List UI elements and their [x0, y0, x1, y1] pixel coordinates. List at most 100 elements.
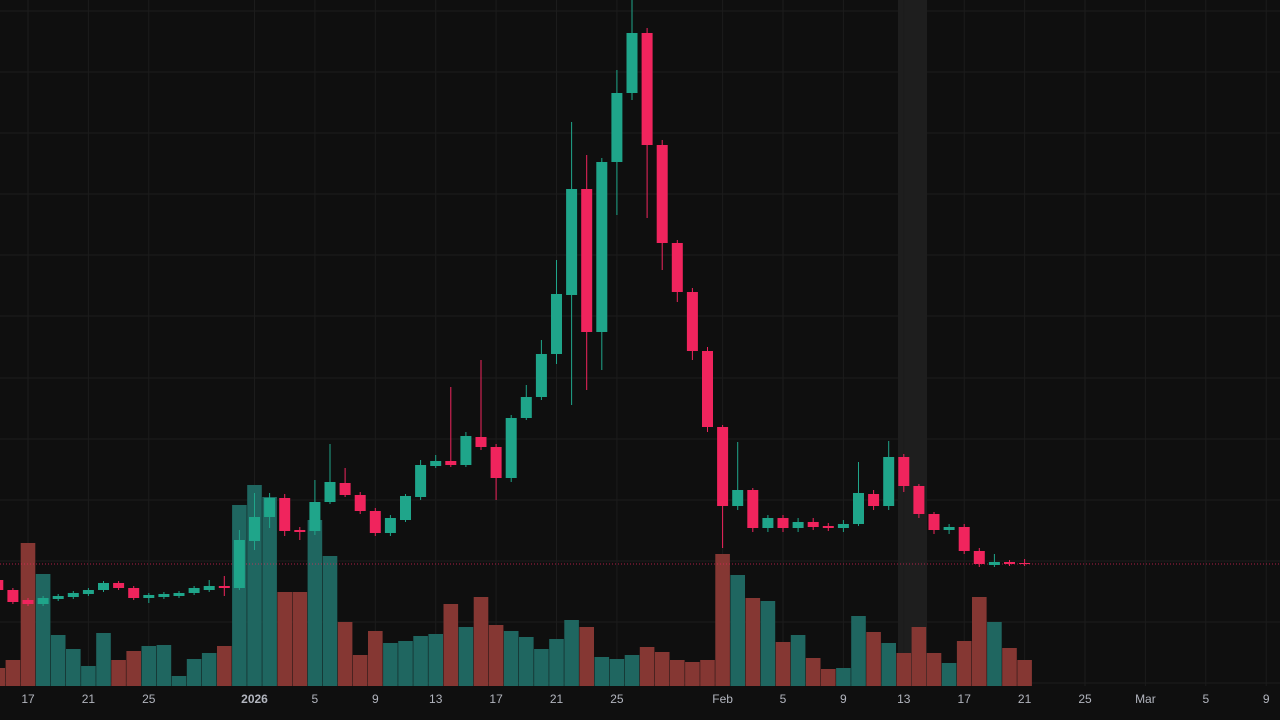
volume-bar — [821, 669, 836, 686]
candle-body — [264, 498, 276, 517]
x-tick-label: 17 — [489, 692, 503, 706]
candle-body — [203, 586, 215, 590]
candle-body — [686, 292, 698, 351]
candle-body — [233, 540, 245, 588]
volume-bar — [171, 676, 187, 686]
volume-bar — [428, 634, 443, 686]
candle-body — [249, 517, 260, 541]
candle-body — [717, 427, 729, 506]
candle-body — [0, 580, 4, 590]
volume-bar — [790, 635, 806, 686]
candle-body — [173, 593, 185, 596]
x-tick-label: 21 — [550, 692, 564, 706]
volume-bar — [473, 597, 489, 686]
volume-bar — [398, 641, 413, 686]
candle-body — [520, 397, 532, 418]
candle-body — [611, 93, 623, 162]
candle-body — [505, 418, 517, 478]
candles — [0, 0, 1031, 606]
candle-body — [279, 498, 291, 531]
volume-bar — [579, 627, 594, 686]
x-tick-label: 21 — [82, 692, 96, 706]
x-tick-label: 2026 — [241, 692, 268, 706]
candle-body — [807, 522, 819, 527]
volume-bar — [956, 641, 972, 686]
volume-bar — [5, 660, 21, 686]
candle-body — [566, 189, 578, 295]
volume-bar — [292, 592, 308, 686]
volume-bar — [186, 659, 202, 686]
x-tick-label: 9 — [1263, 692, 1270, 706]
volume-bar — [0, 668, 6, 686]
volume-bar — [322, 556, 338, 686]
candle-body — [460, 436, 472, 465]
volume-bar — [383, 643, 398, 686]
volume-bar — [700, 660, 715, 686]
volume-bar — [368, 631, 383, 686]
candle-body — [898, 457, 910, 486]
volume-bar — [987, 622, 1002, 686]
x-tick-label: 25 — [142, 692, 156, 706]
volume-bar — [639, 647, 655, 686]
x-tick-label: 9 — [372, 692, 379, 706]
candle-body — [37, 598, 49, 604]
candle-body — [22, 600, 34, 604]
candle-body — [7, 590, 19, 602]
volume-bar — [730, 575, 745, 686]
x-tick-label: 25 — [610, 692, 624, 706]
x-tick-label: 13 — [429, 692, 443, 706]
candle-body — [430, 461, 442, 466]
candle-body — [535, 354, 547, 397]
candle-body — [626, 33, 638, 93]
x-tick-label: 5 — [780, 692, 787, 706]
volume-bar — [609, 659, 625, 686]
volume-bar — [775, 642, 791, 686]
candle-body — [671, 243, 683, 292]
volume-bar — [307, 520, 323, 686]
candle-body — [218, 586, 230, 588]
volume-bar — [337, 622, 353, 686]
candle-body — [958, 527, 970, 551]
volume-bar — [413, 636, 428, 686]
candle-body — [762, 518, 774, 528]
volume-bar — [111, 660, 126, 686]
candle-body — [641, 33, 653, 145]
volume-bar — [549, 639, 564, 686]
volume-bar — [66, 649, 81, 686]
volume-bar — [96, 633, 111, 686]
volume-bar — [217, 646, 232, 686]
candle-body — [415, 465, 427, 497]
volume-bar — [20, 543, 36, 686]
volume-bar — [277, 592, 292, 686]
volume-bar — [685, 662, 700, 686]
candle-body — [988, 562, 1000, 565]
candle-body — [158, 594, 170, 597]
time-axis — [0, 686, 1280, 720]
volume-bar — [836, 668, 851, 686]
candle-body — [702, 351, 713, 427]
candle-body — [1019, 563, 1031, 564]
x-tick-label: 17 — [958, 692, 972, 706]
x-tick-label: 25 — [1078, 692, 1092, 706]
candle-body — [400, 496, 411, 520]
candle-body — [943, 527, 955, 530]
volume-bar — [262, 497, 277, 686]
volume-bar — [654, 652, 670, 686]
volume-bar — [881, 643, 896, 686]
x-tick-label: 21 — [1018, 692, 1032, 706]
crosshair-highlight — [898, 0, 927, 686]
candle-body — [913, 486, 925, 514]
volume-bar — [141, 646, 157, 686]
volume-bar — [126, 651, 141, 686]
volume-bar — [972, 597, 987, 686]
volume-bar — [715, 554, 730, 686]
candle-body — [973, 551, 985, 564]
volume-bar — [534, 649, 549, 686]
x-tick-label: 5 — [312, 692, 319, 706]
volume-bar — [896, 653, 912, 686]
volume-bar — [488, 625, 504, 686]
candle-body — [98, 583, 109, 590]
volume-bar — [81, 666, 96, 686]
